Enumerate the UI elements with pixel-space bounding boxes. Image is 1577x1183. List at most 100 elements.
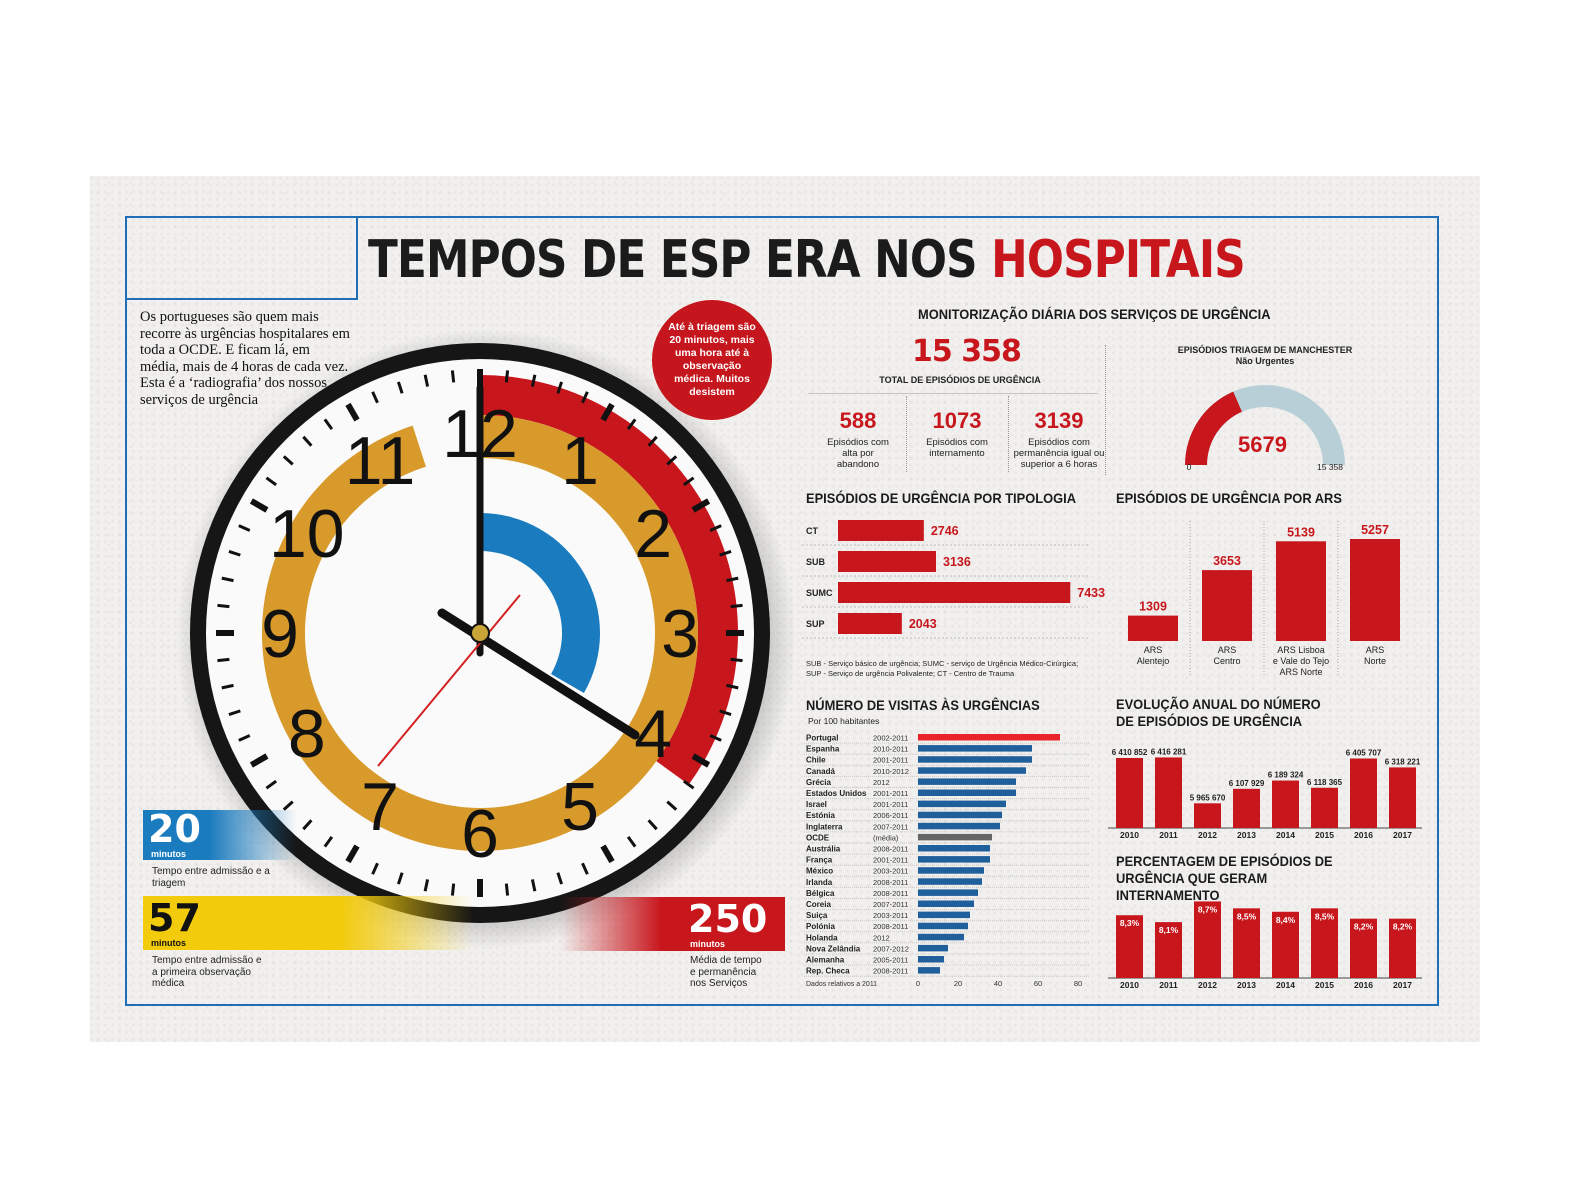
clock-tick xyxy=(396,872,404,885)
percentagem-chart: 8,3% 2010 8,1% 2011 8,7% 2012 8,5% 2013 8,4% 2014… xyxy=(1108,901,1422,990)
evolucao-heading-1: EVOLUÇÃO ANUAL DO NÚMERO DE EPISÓDIOS DE… xyxy=(1116,696,1321,729)
clock-tick xyxy=(323,418,334,431)
visitas-bar xyxy=(918,900,974,907)
tipologia-value-label: 3136 xyxy=(943,555,971,569)
year-bar xyxy=(1311,908,1338,978)
clock-tick xyxy=(556,872,564,885)
clock-tick xyxy=(504,370,510,383)
visitas-country-label: Estónia xyxy=(806,811,835,820)
tipologia-heading: EPISÓDIOS DE URGÊNCIA POR TIPOLOGIA xyxy=(806,490,1077,506)
gauge-max: 15 358 xyxy=(1317,462,1343,472)
badge-20 xyxy=(143,810,363,860)
clock-tick xyxy=(709,524,722,532)
gauge-min: 0 xyxy=(1186,462,1192,472)
clock-tick xyxy=(682,779,695,790)
clock-number: 1 xyxy=(561,423,599,499)
red-arc-250 xyxy=(480,375,738,785)
total-value: 15 358 xyxy=(912,334,1022,369)
visitas-country-label: Espanha xyxy=(806,745,840,754)
visitas-period-label: 2001-2011 xyxy=(873,800,908,809)
percentagem-heading: PERCENTAGEM DE EPISÓDIOS DE URGÊNCIA QUE… xyxy=(1116,853,1333,903)
tipologia-bar xyxy=(838,613,902,634)
visitas-country-label: Canadá xyxy=(806,767,835,776)
clock-number: 2 xyxy=(634,496,672,572)
clock-tick xyxy=(238,734,251,742)
visitas-period-label: 2003-2011 xyxy=(873,867,908,876)
title-part-2: HOSPITAIS xyxy=(991,230,1246,290)
clock-tick xyxy=(221,576,234,583)
tipologia-bar xyxy=(838,520,924,541)
clock-tick xyxy=(504,883,510,896)
tipologia-bar xyxy=(838,551,936,572)
year-category-label: 2012 xyxy=(1198,830,1217,840)
year-bar xyxy=(1272,780,1299,828)
year-value-label: 6 405 707 xyxy=(1346,749,1382,758)
year-bar xyxy=(1272,911,1299,978)
year-bar xyxy=(1116,915,1143,978)
year-value-label: 6 318 221 xyxy=(1385,757,1421,766)
tipologia-value-label: 7433 xyxy=(1077,586,1105,600)
stat-6horas-value: 3139 xyxy=(1034,408,1084,433)
stat-internamento-label: Episódios com internamento xyxy=(926,437,988,459)
monitor-heading: MONITORIZAÇÃO DIÁRIA DOS SERVIÇOS DE URG… xyxy=(918,306,1271,322)
badge-57-unit: minutos xyxy=(151,938,186,948)
clock-tick xyxy=(600,402,615,422)
badge-250-value: 250 xyxy=(688,897,768,941)
clock-tick xyxy=(265,779,278,790)
year-value-label: 5 965 670 xyxy=(1190,793,1226,802)
year-category-label: 2017 xyxy=(1393,830,1412,840)
monitor-rule xyxy=(808,393,1098,394)
gauge-subtitle: Não Urgentes xyxy=(1235,356,1295,366)
year-bar xyxy=(1311,787,1338,828)
clock-tick xyxy=(691,753,711,768)
year-value-label: 8,5% xyxy=(1315,911,1335,921)
total-label: TOTAL DE EPISÓDIOS DE URGÊNCIA xyxy=(879,375,1041,385)
visitas-period-label: 2007-2011 xyxy=(873,822,908,831)
badge-20-value: 20 xyxy=(148,807,201,851)
visitas-bar xyxy=(918,811,1002,819)
year-category-label: 2010 xyxy=(1120,980,1139,990)
stat-abandono-label: Episódios com alta por abandono xyxy=(827,437,889,470)
year-value-label: 8,5% xyxy=(1237,911,1257,921)
badge-250-caption: Média de tempo e permanência nos Serviço… xyxy=(690,955,762,989)
year-bar xyxy=(1233,788,1260,828)
visitas-bar xyxy=(918,778,1016,785)
visitas-bar xyxy=(918,944,948,952)
visitas-country-label: Coreia xyxy=(806,900,831,909)
clock-center xyxy=(470,623,490,643)
clock-tick xyxy=(217,603,230,609)
clock-tick xyxy=(719,709,732,717)
ars-category-label: ARS Centro xyxy=(1213,645,1240,666)
visitas-chart: Portugal 2002-2011 Espanha 2010-2011 Chile 20… xyxy=(804,734,1090,988)
second-hand xyxy=(377,594,521,767)
tipologia-note: SUB - Serviço básico de urgência; SUMC -… xyxy=(806,659,1079,678)
infographic-frame xyxy=(125,216,1439,1006)
clock-tick xyxy=(719,549,732,557)
visitas-xtick-label: 80 xyxy=(1074,979,1082,988)
visitas-bar xyxy=(918,967,940,974)
year-bar xyxy=(1194,803,1221,828)
clock-tick xyxy=(282,800,294,811)
clock-tick xyxy=(371,862,379,875)
clock-tick xyxy=(450,370,456,383)
year-value-label: 8,4% xyxy=(1276,915,1296,925)
visitas-country-label: Estados Unidos xyxy=(806,789,867,798)
stat-divider-2 xyxy=(1008,396,1009,472)
clock-number: 5 xyxy=(561,769,599,845)
year-value-label: 8,3% xyxy=(1120,918,1140,928)
year-value-label: 6 118 365 xyxy=(1307,778,1343,787)
ars-bar xyxy=(1350,539,1400,641)
visitas-xtick-label: 60 xyxy=(1034,979,1042,988)
year-category-label: 2014 xyxy=(1276,830,1295,840)
visitas-period-label: 2007-2011 xyxy=(873,900,908,909)
stat-internamento-value: 1073 xyxy=(932,408,982,433)
clock-number: 10 xyxy=(269,496,345,572)
clock-tick xyxy=(726,683,739,690)
visitas-bar xyxy=(918,867,984,874)
clock-tick xyxy=(282,455,294,466)
tipologia-chart: CT 2746 SUB 3136 SUMC 7433 SUP 2043 xyxy=(802,520,1105,639)
visitas-period-label: 2008-2011 xyxy=(873,922,908,931)
visitas-period-label: 2001-2011 xyxy=(873,789,908,798)
visitas-period-label: 2008-2011 xyxy=(873,845,908,854)
clock-tick xyxy=(730,603,743,609)
